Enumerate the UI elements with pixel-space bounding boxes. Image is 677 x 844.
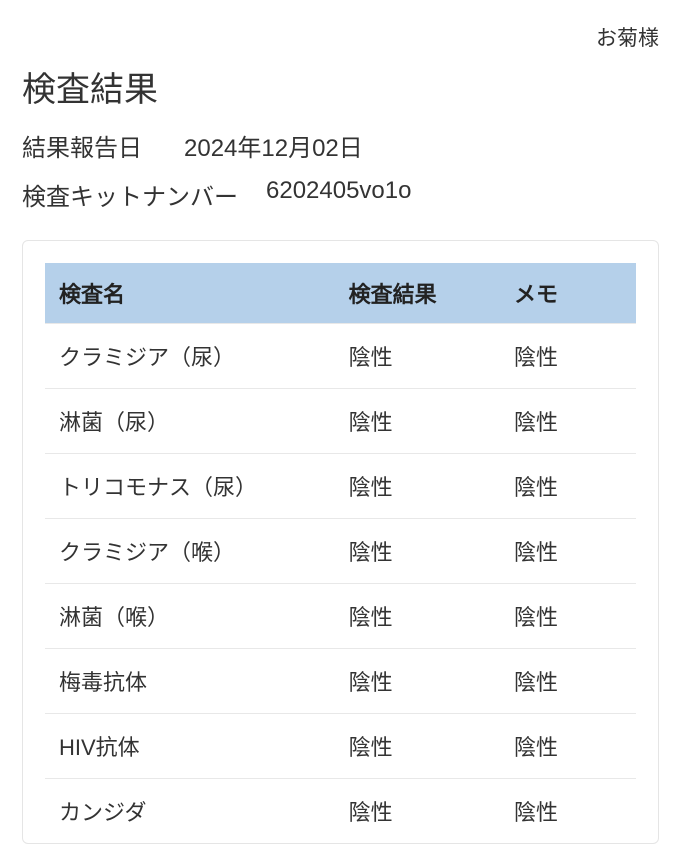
- table-row: HIV抗体 陰性 陰性: [45, 714, 636, 779]
- cell-result: 陰性: [335, 454, 500, 519]
- cell-name: クラミジア（喉）: [45, 519, 335, 584]
- cell-name: 梅毒抗体: [45, 649, 335, 714]
- cell-result: 陰性: [335, 519, 500, 584]
- cell-name: HIV抗体: [45, 714, 335, 779]
- cell-result: 陰性: [335, 649, 500, 714]
- table-header-row: 検査名 検査結果 メモ: [45, 263, 636, 324]
- col-header-name: 検査名: [45, 263, 335, 324]
- results-table: 検査名 検査結果 メモ クラミジア（尿） 陰性 陰性 淋菌（尿） 陰性 陰性 ト…: [45, 263, 636, 843]
- cell-memo: 陰性: [500, 389, 636, 454]
- table-row: カンジダ 陰性 陰性: [45, 779, 636, 844]
- kit-number-label: 検査キットナンバー: [22, 177, 238, 212]
- table-row: 淋菌（喉） 陰性 陰性: [45, 584, 636, 649]
- cell-result: 陰性: [335, 389, 500, 454]
- cell-name: トリコモナス（尿）: [45, 454, 335, 519]
- col-header-result: 検査結果: [335, 263, 500, 324]
- cell-memo: 陰性: [500, 324, 636, 389]
- page-title: 検査結果: [22, 62, 158, 111]
- table-body: クラミジア（尿） 陰性 陰性 淋菌（尿） 陰性 陰性 トリコモナス（尿） 陰性 …: [45, 324, 636, 844]
- results-table-container: 検査名 検査結果 メモ クラミジア（尿） 陰性 陰性 淋菌（尿） 陰性 陰性 ト…: [22, 240, 659, 844]
- cell-name: 淋菌（尿）: [45, 389, 335, 454]
- col-header-memo: メモ: [500, 263, 636, 324]
- cell-memo: 陰性: [500, 649, 636, 714]
- kit-number-row: 検査キットナンバー 6202405vo1o: [22, 177, 411, 212]
- report-date-value: 2024年12月02日: [184, 128, 363, 163]
- cell-name: カンジダ: [45, 779, 335, 844]
- table-row: クラミジア（喉） 陰性 陰性: [45, 519, 636, 584]
- cell-memo: 陰性: [500, 714, 636, 779]
- cell-memo: 陰性: [500, 584, 636, 649]
- cell-result: 陰性: [335, 324, 500, 389]
- cell-name: クラミジア（尿）: [45, 324, 335, 389]
- table-row: 梅毒抗体 陰性 陰性: [45, 649, 636, 714]
- report-date-row: 結果報告日 2024年12月02日: [22, 128, 411, 163]
- cell-result: 陰性: [335, 779, 500, 844]
- cell-result: 陰性: [335, 714, 500, 779]
- cell-memo: 陰性: [500, 779, 636, 844]
- table-row: トリコモナス（尿） 陰性 陰性: [45, 454, 636, 519]
- user-label: お菊様: [596, 22, 659, 52]
- cell-memo: 陰性: [500, 454, 636, 519]
- meta-block: 結果報告日 2024年12月02日 検査キットナンバー 6202405vo1o: [22, 128, 411, 226]
- cell-name: 淋菌（喉）: [45, 584, 335, 649]
- kit-number-value: 6202405vo1o: [266, 177, 411, 212]
- table-row: クラミジア（尿） 陰性 陰性: [45, 324, 636, 389]
- table-row: 淋菌（尿） 陰性 陰性: [45, 389, 636, 454]
- cell-result: 陰性: [335, 584, 500, 649]
- report-date-label: 結果報告日: [22, 128, 142, 163]
- cell-memo: 陰性: [500, 519, 636, 584]
